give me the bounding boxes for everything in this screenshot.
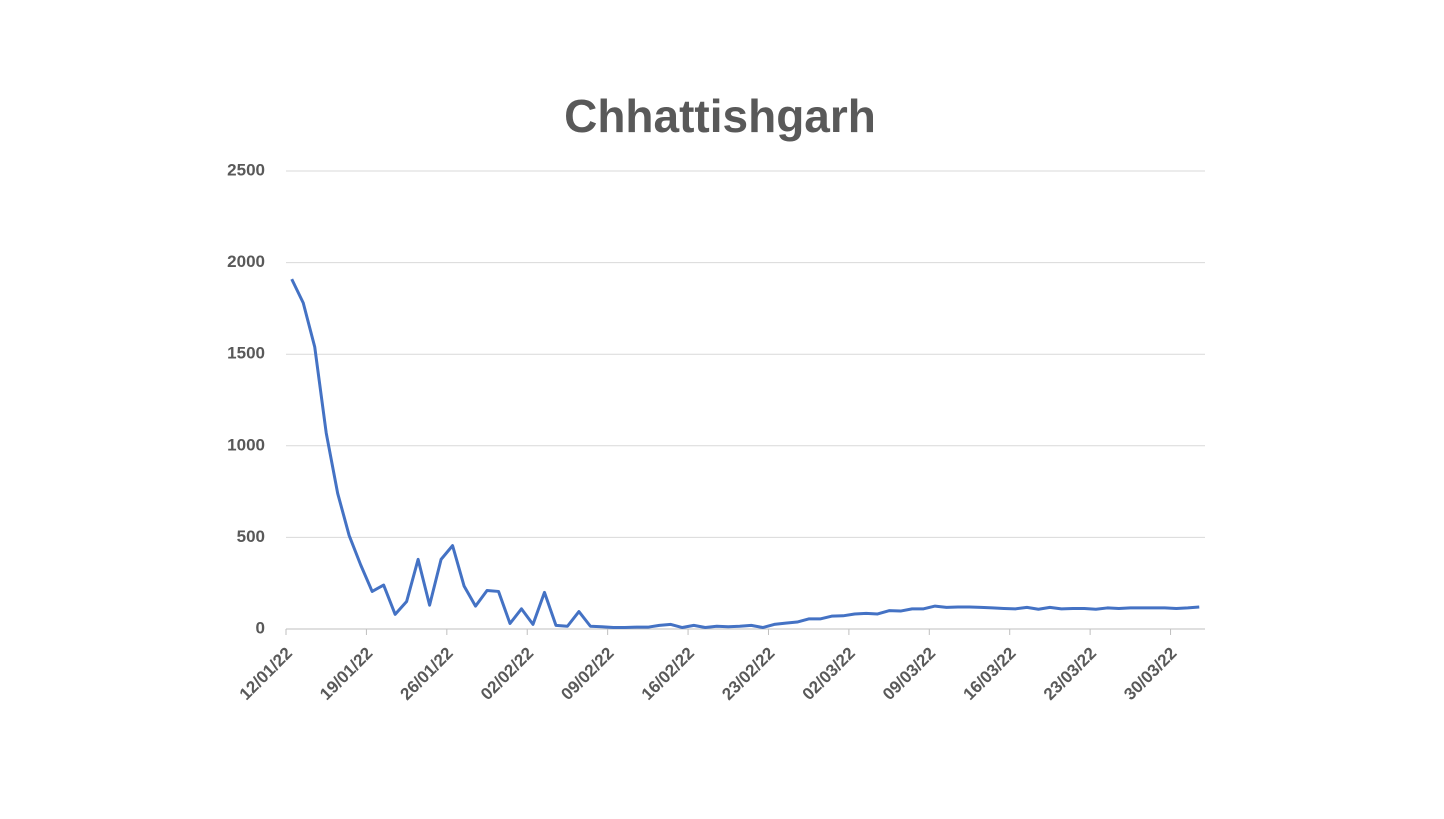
chart-title: Chhattishgarh — [564, 90, 876, 142]
y-tick-label: 0 — [256, 618, 265, 637]
line — [290, 278, 1200, 630]
y-tick-label: 500 — [237, 527, 265, 546]
y-tick-label: 1000 — [227, 435, 265, 454]
y-tick-label: 2000 — [227, 252, 265, 271]
y-tick-label: 1500 — [227, 344, 265, 363]
y-tick-label: 2500 — [227, 160, 265, 179]
